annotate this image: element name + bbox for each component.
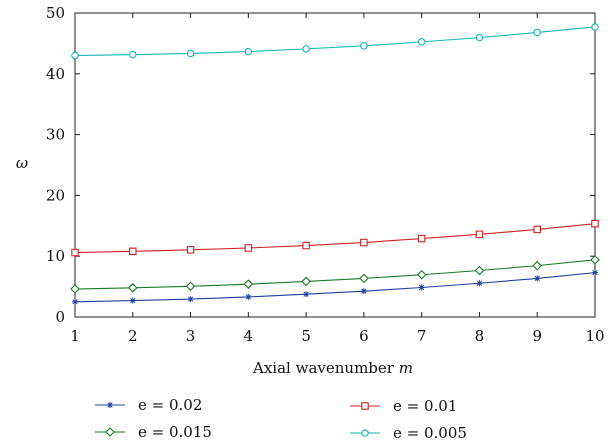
data-point [243,279,254,289]
series-line [74,223,596,254]
series-1 [72,269,598,305]
legend-marker [107,402,113,408]
data-point [533,225,541,234]
legend-marker [361,429,369,437]
data-point [302,45,310,53]
y-tick-label: 40 [46,65,65,83]
legend-item: e = 0.02 [95,396,202,414]
y-tick-label: 30 [46,126,65,144]
data-point [185,281,196,292]
marker-stroke [534,275,540,281]
data-point [244,47,253,56]
legend-label: e = 0.005 [393,424,467,442]
legend-label: e = 0.02 [138,396,202,414]
data-point [360,288,367,295]
y-tick-label: 10 [46,247,65,265]
data-point [245,293,252,300]
series-layer [70,23,600,305]
x-tick-label: 4 [244,327,254,345]
data-point [129,247,137,256]
data-point [71,51,79,60]
axis-ticks [74,12,596,318]
data-point [533,28,541,37]
x-tick-label: 10 [585,327,604,345]
legend-item: e = 0.005 [350,424,467,442]
series-line [74,272,596,303]
marker-stroke [187,296,194,302]
series-line [74,259,596,290]
plot-frame [74,12,596,318]
marker-stroke [419,284,425,291]
marker-stroke [361,288,367,294]
x-tick-label: 7 [417,327,427,345]
y-tick-label: 20 [46,186,65,204]
legend-item: e = 0.01 [350,397,457,415]
data-point [475,33,484,42]
data-point [418,284,425,291]
data-point [592,269,598,276]
legend-marker [105,427,115,437]
y-axis-label: ω [16,154,28,172]
data-point [301,276,311,287]
marker-stroke [303,291,309,297]
x-tick-label: 5 [301,327,311,345]
x-axis-label-variable: m [399,359,413,377]
data-point [129,50,137,59]
x-axis-label-text: Axial wavenumber [252,359,395,377]
x-tick-label: 2 [128,327,138,345]
data-point [591,23,599,31]
data-point [72,298,78,305]
data-point [244,244,253,252]
data-point [590,255,600,265]
data-point [303,291,310,298]
legend-label: e = 0.015 [138,423,212,441]
data-point [186,49,195,58]
x-tick-label: 3 [186,327,196,345]
data-point [127,283,138,293]
data-point [532,260,543,271]
legend-item: e = 0.015 [95,423,212,441]
marker-stroke [592,270,598,276]
data-point [416,269,427,280]
data-point [591,219,599,228]
marker-stroke [476,280,483,286]
data-point [359,273,369,284]
series-4 [71,23,599,60]
x-axis-label: Axial wavenumber m [252,359,413,377]
x-tick-label: 9 [532,327,542,345]
marker-stroke [130,297,136,304]
data-point [360,42,368,50]
y-tick-label: 0 [55,308,65,326]
data-point [129,297,136,304]
legend-label: e = 0.01 [393,397,457,415]
data-point [360,238,368,247]
data-point [187,296,194,303]
y-tick-label: 50 [46,4,65,22]
data-point [534,275,541,282]
x-tick-label: 8 [475,327,485,345]
data-point [475,230,484,239]
tick-labels: 1 2 3 4 5 6 7 8 9 10 0 10 20 30 40 50 [46,4,605,345]
data-point [417,234,426,243]
x-tick-label: 6 [359,327,369,345]
x-tick-label: 1 [70,327,80,345]
data-point [476,280,483,287]
data-point [417,38,426,46]
marker-stroke [72,299,78,305]
data-point [70,284,80,294]
data-point [302,241,310,250]
data-point [71,248,79,257]
series-line [74,26,596,57]
legend-marker [361,402,369,410]
marker-stroke [107,402,113,408]
series-3 [71,219,599,257]
data-point [474,265,485,276]
data-point [186,246,195,254]
series-2 [70,255,600,294]
legend: e = 0.02 e = 0.015 e = 0.01 e = 0.005 [95,396,467,442]
marker-stroke [245,294,251,300]
